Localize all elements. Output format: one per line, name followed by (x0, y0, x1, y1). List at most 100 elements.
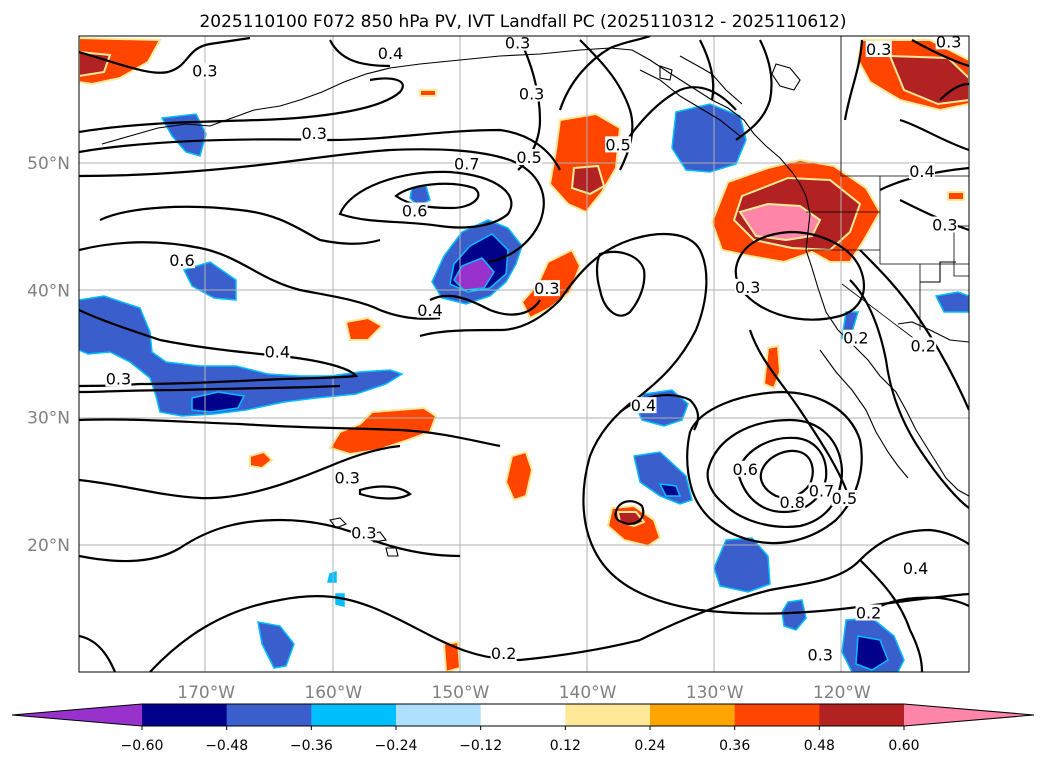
contour-label: 0.2 (491, 644, 516, 663)
figure-title: 2025110100 F072 850 hPa PV, IVT Landfall… (199, 12, 846, 32)
colorbar-segment (226, 704, 312, 726)
contour-label: 0.5 (605, 135, 630, 154)
contour-label-background (808, 482, 835, 499)
contour-label-background (935, 33, 962, 50)
contour-label: 0.4 (903, 559, 928, 578)
map-area: 0.30.40.30.30.7 0.50.50.60.60.40.30.40.30… (78, 32, 970, 673)
colorbar-tick-label: 0.12 (550, 738, 581, 754)
pv-contour-lines (79, 36, 969, 672)
colorbar-extend-high (904, 704, 1034, 726)
lon-tick-label: 130°W (686, 683, 744, 703)
contour-label: 0.6 (169, 251, 194, 270)
contour-label: 0.6 (733, 460, 758, 479)
colorbar-tick-label: 0.60 (888, 738, 919, 754)
contour-label-background (842, 329, 869, 346)
lat-tick-label: 30°N (27, 409, 70, 429)
colorbar-segment (396, 704, 482, 726)
contour-label-background (630, 397, 657, 414)
contour-label-background (533, 280, 560, 297)
lon-tick-label: 170°W (177, 683, 235, 703)
contour-label: 0.3 (866, 40, 891, 59)
colorbar: −0.60 −0.48 −0.36 −0.24 −0.12 0.12 0.24 0.36 0.4… (11, 703, 1035, 754)
contour-label-background (807, 646, 834, 663)
colorbar-segment (480, 704, 566, 726)
colorbar-tick-label: 0.48 (804, 738, 835, 754)
lon-tick-label: 140°W (559, 683, 617, 703)
colorbar-segment (311, 704, 397, 726)
colorbar-extend-low (12, 704, 142, 726)
latitude-axis: 50°N 40°N 30°N 20°N (27, 154, 70, 556)
contour-label: 0.2 (843, 329, 868, 348)
contour-label-background (902, 559, 929, 576)
lat-tick-label: 50°N (27, 154, 70, 174)
contour-label: 0.7 (809, 481, 834, 500)
contour-label: 0.4 (631, 396, 656, 415)
contour-label: 0.4 (417, 301, 442, 320)
contour-label: 0.8 (780, 493, 805, 512)
colorbar-tick-label: −0.36 (290, 738, 333, 754)
colorbar-segment (734, 704, 820, 726)
colorbar-segments (11, 703, 1035, 727)
contour-label-background (779, 493, 806, 510)
lon-tick-label: 120°W (813, 683, 871, 703)
contour-label: 0.3 (351, 523, 376, 542)
contour-label: 0.3 (301, 124, 326, 143)
contour-label: 0.4 (378, 44, 403, 63)
contour-label-background (516, 149, 543, 166)
contour-label-background (734, 278, 761, 295)
contour-label-background (504, 34, 531, 51)
contour-label: 0.3 (808, 645, 833, 664)
colorbar-tick-label: −0.24 (375, 738, 418, 754)
contour-label-background (605, 136, 632, 153)
contour-label: 0.5 (832, 489, 857, 508)
contour-label: 0.4 (909, 162, 934, 181)
contour-label-background (334, 469, 361, 486)
contour-label-background (865, 40, 892, 57)
contour-label-background (350, 524, 377, 541)
contour-label: 0.3 (519, 85, 544, 104)
contour-labels: 0.30.40.30.30.7 0.50.50.60.60.40.30.40.30… (105, 32, 962, 664)
contour-label: 0.3 (335, 469, 360, 488)
contour-label: 0.6 (402, 202, 427, 221)
contour-label: 0.3 (936, 32, 961, 51)
contour-label: 0.3 (932, 216, 957, 235)
colorbar-segment (565, 704, 651, 726)
contour-label: 0.3 (505, 34, 530, 53)
colorbar-segment (650, 704, 736, 726)
lat-tick-label: 20°N (27, 536, 70, 556)
contour-label: 0.3 (106, 369, 131, 388)
map-frame (78, 35, 970, 673)
colorbar-ticks: −0.60 −0.48 −0.36 −0.24 −0.12 0.12 0.24 0.36 0.4… (121, 726, 920, 754)
contour-label-background (910, 337, 937, 354)
contour-label: 0.3 (192, 62, 217, 81)
contour-label: 0.2 (911, 336, 936, 355)
colorbar-tick-label: −0.12 (459, 738, 502, 754)
colorbar-tick-label: 0.24 (634, 738, 665, 754)
lat-tick-label: 40°N (27, 281, 70, 301)
contour-label: 0.3 (534, 279, 559, 298)
contour-label-background (264, 343, 291, 360)
contour-label: 0.4 (265, 343, 290, 362)
colorbar-tick-label: −0.60 (121, 738, 164, 754)
lon-tick-label: 160°W (304, 683, 362, 703)
map-background (79, 36, 969, 672)
contour-label-background (453, 155, 480, 172)
colorbar-tick-label: −0.48 (205, 738, 248, 754)
contour-label-background (401, 202, 428, 219)
contour-label-background (105, 370, 132, 387)
contour-label: 0.3 (735, 278, 760, 297)
contour-label-background (377, 44, 404, 61)
contour-label-background (855, 604, 882, 621)
contour-label: 0.2 (856, 603, 881, 622)
contour-label: 0.5 (516, 148, 541, 167)
contour-label-background (732, 460, 759, 477)
longitude-axis: 170°W 160°W 150°W 140°W 130°W 120°W (177, 683, 871, 703)
contour-label-background (490, 645, 517, 662)
colorbar-segment (142, 704, 228, 726)
contour-label-background (191, 62, 218, 79)
contour-label-background (416, 301, 443, 318)
contour-label-background (908, 163, 935, 180)
contour-label-background (931, 216, 958, 233)
colorbar-tick-label: 0.36 (719, 738, 750, 754)
